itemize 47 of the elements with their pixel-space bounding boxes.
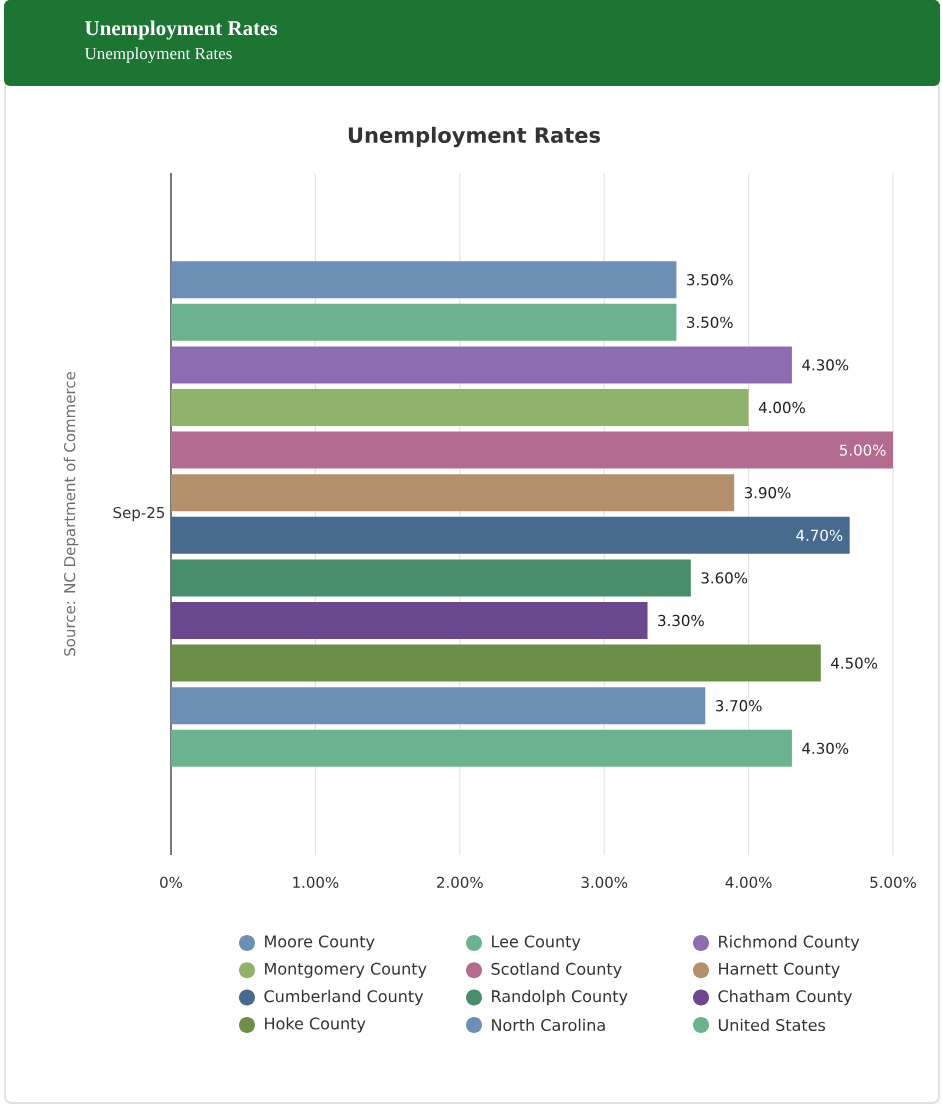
data-label: 3.90%: [744, 487, 791, 499]
legend-label: Randolph County: [492, 989, 628, 1006]
legend-label: Harnett County: [719, 962, 840, 978]
legend-label: Cumberland County: [264, 989, 424, 1006]
bar: [171, 431, 893, 469]
data-label: 3.50%: [687, 274, 733, 286]
bar: [171, 559, 691, 597]
x-tick-label: 3.00%: [581, 876, 628, 889]
x-tick-label: 4.00%: [725, 876, 772, 889]
data-label: 5.00%: [839, 444, 886, 456]
data-label: 4.30%: [802, 359, 849, 371]
bar: [171, 303, 677, 341]
x-tick-label: 0%: [160, 876, 183, 889]
legend-label: Montgomery County: [265, 962, 427, 978]
data-label: 4.30%: [802, 742, 849, 754]
bar: [171, 687, 706, 725]
legend-label: Moore County: [265, 935, 375, 951]
y-tick-label: Sep-25: [113, 506, 165, 522]
source-note: Source: NC Department of Commerce: [63, 372, 79, 656]
chart-title: Unemployment Rates: [85, 20, 278, 40]
legend-label: Richmond County: [719, 935, 860, 951]
legend-label: Chatham County: [718, 989, 853, 1006]
legend-label: Scotland County: [491, 962, 622, 979]
legend-label: Hoke County: [265, 1017, 366, 1033]
x-tick-label: 1.00%: [293, 876, 339, 889]
data-label: 4.00%: [758, 401, 805, 414]
x-tick-label: 5.00%: [870, 876, 916, 889]
bar: [171, 602, 648, 640]
data-label: 3.60%: [701, 572, 748, 584]
bar: [171, 474, 735, 512]
bar: [171, 644, 821, 682]
legend-label: North Carolina: [492, 1018, 605, 1032]
bar: [171, 516, 850, 554]
bar: [171, 729, 792, 767]
data-label: 3.70%: [715, 700, 762, 712]
data-label: 4.50%: [831, 657, 878, 669]
data-label: 3.30%: [658, 614, 704, 627]
x-tick-label: 2.00%: [437, 876, 483, 889]
text: Unemployment Rates: [348, 126, 601, 148]
data-label: 3.50%: [687, 316, 733, 328]
bar: [171, 261, 677, 299]
data-label: 4.70%: [796, 529, 843, 541]
legend-label: Lee County: [492, 935, 581, 951]
bar: [171, 389, 749, 427]
bar: [171, 346, 792, 384]
chart-subtitle: Unemployment Rates: [84, 47, 232, 63]
legend-label: United States: [718, 1018, 826, 1032]
